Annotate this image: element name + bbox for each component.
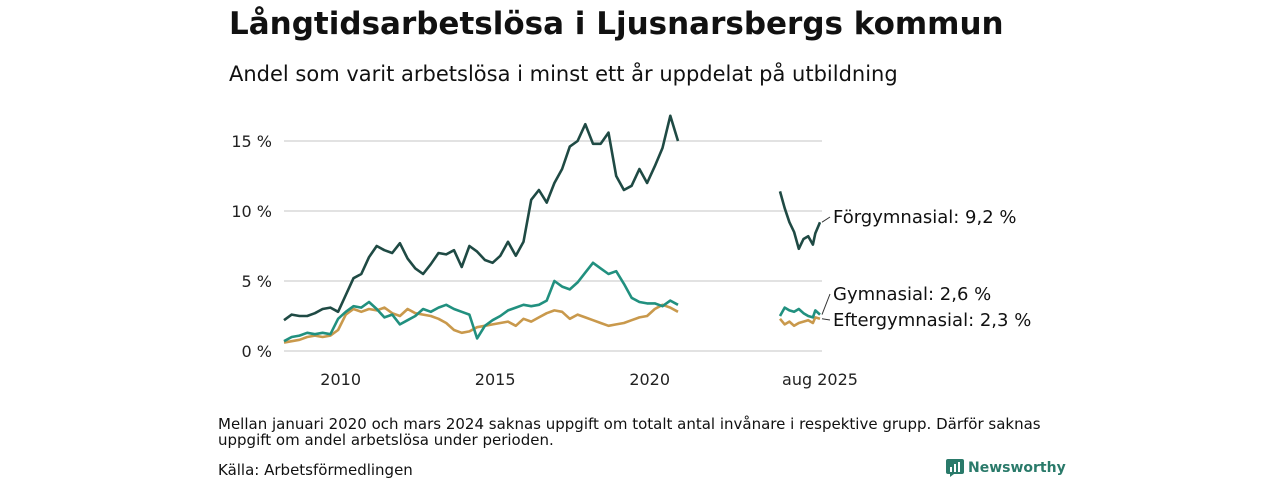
page-title: Långtidsarbetslösa i Ljusnarsbergs kommu… xyxy=(229,6,1004,42)
x-tick-label: 2015 xyxy=(475,370,516,389)
series-line-eftergymnasial xyxy=(283,303,679,344)
label-connector xyxy=(821,318,831,321)
page-subtitle: Andel som varit arbetslösa i minst ett å… xyxy=(229,62,898,86)
y-tick-label: 0 % xyxy=(242,342,272,361)
series-line-forgymnasial xyxy=(283,114,680,322)
series-end-label: Förgymnasial: 9,2 % xyxy=(833,207,1017,228)
source-line: Källa: Arbetsförmedlingen xyxy=(218,461,413,479)
y-tick-label: 10 % xyxy=(231,202,272,221)
chart-grid xyxy=(284,140,822,352)
y-tick-label: 5 % xyxy=(242,272,272,291)
y-axis-ticks: 0 % 5 % 10 % 15 % xyxy=(231,132,272,361)
series-line-gymnasial xyxy=(778,306,821,319)
x-tick-label: 2020 xyxy=(629,370,670,389)
brand-name: Newsworthy xyxy=(968,460,1066,476)
end-labels: Förgymnasial: 9,2 % Gymnasial: 2,6 % Efter… xyxy=(821,207,1031,331)
series-end-label: Eftergymnasial: 2,3 % xyxy=(833,310,1031,331)
label-connector xyxy=(821,216,831,223)
series-line-gymnasial xyxy=(283,261,679,343)
y-tick-label: 15 % xyxy=(231,132,272,151)
line-chart: 0 % 5 % 10 % 15 % 2010 2015 2020 aug 2025 Förg… xyxy=(231,114,1031,389)
series-line-forgymnasial xyxy=(778,191,822,251)
series-line-eftergymnasial xyxy=(779,316,821,328)
footnote: Mellan januari 2020 och mars 2024 saknas… xyxy=(218,415,1041,449)
newsworthy-logo-icon xyxy=(946,459,964,477)
x-axis-ticks: 2010 2015 2020 aug 2025 xyxy=(320,370,858,389)
chart-series xyxy=(283,114,822,344)
x-tick-label: aug 2025 xyxy=(782,370,858,389)
label-connector xyxy=(821,293,831,315)
brand-logo[interactable]: Newsworthy xyxy=(946,459,1066,477)
series-end-label: Gymnasial: 2,6 % xyxy=(833,284,991,305)
x-tick-label: 2010 xyxy=(320,370,361,389)
